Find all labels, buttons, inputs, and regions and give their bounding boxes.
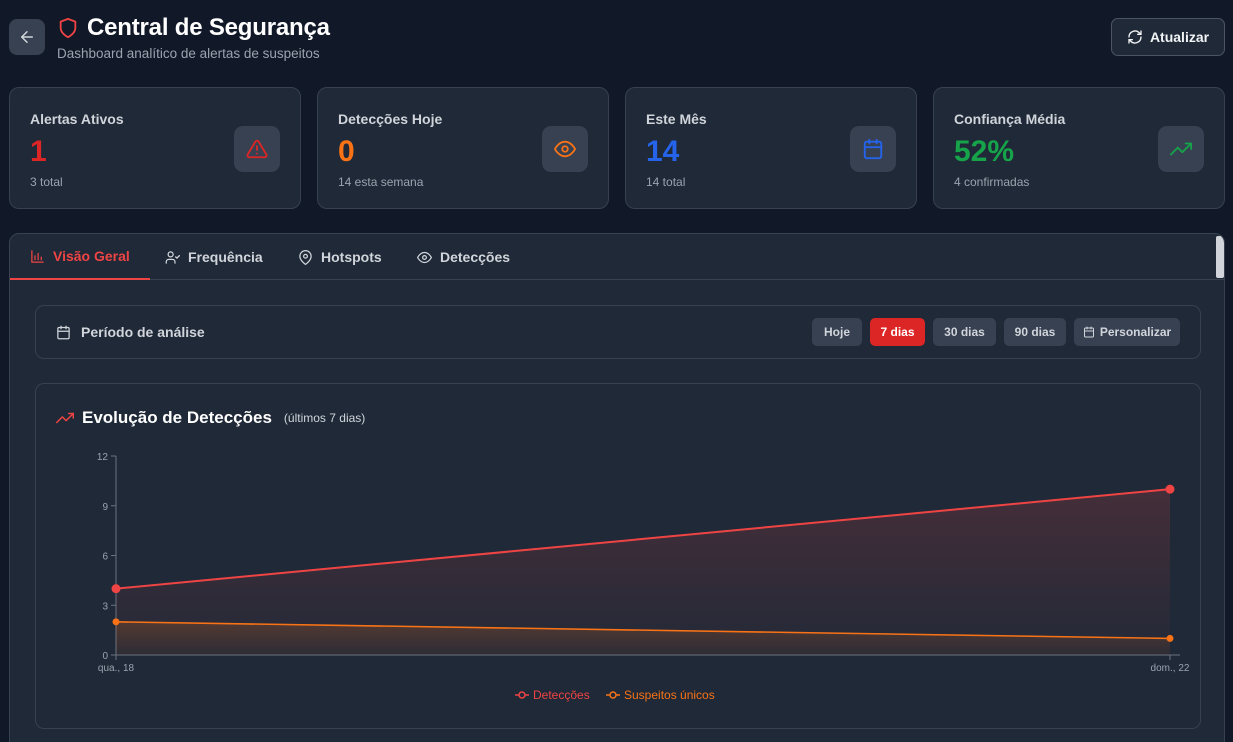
tab-label: Visão Geral — [53, 248, 130, 264]
stat-value: 14 — [646, 135, 680, 168]
series-line — [115, 621, 1171, 640]
detections-chart: 0 3 6 9 12 qua., 18 dom., 22 Detecções Suspeitos… — [97, 452, 1190, 702]
series-area — [116, 489, 1170, 655]
period-option-7-days[interactable]: 7 dias — [870, 318, 925, 346]
eye-icon — [417, 251, 432, 263]
page-header: Central de Segurança Dashboard analítico… — [0, 0, 1233, 76]
legend-marker — [609, 691, 617, 699]
series-line — [115, 488, 1171, 590]
period-label: Período de análise — [81, 324, 205, 340]
stat-icon-box — [542, 126, 588, 172]
map-pin-icon — [299, 249, 312, 265]
stat-card-active-alerts: Alertas Ativos 1 3 total — [9, 87, 301, 209]
period-option-today[interactable]: Hoje — [812, 318, 862, 346]
refresh-icon — [1128, 30, 1142, 44]
period-option-custom[interactable]: Personalizar — [1074, 318, 1180, 346]
legend-label: Detecções — [533, 688, 590, 702]
alert-triangle-icon — [246, 139, 268, 159]
period-option-90-days[interactable]: 90 dias — [1004, 318, 1066, 346]
period-option-label: Personalizar — [1099, 325, 1172, 339]
tab-label: Detecções — [440, 249, 511, 265]
stat-card-this-month: Este Mês 14 14 total — [625, 87, 917, 209]
stat-icon-box — [234, 126, 280, 172]
back-button[interactable] — [9, 19, 45, 55]
tab-bar: Visão Geral Frequência Hotspots Detecçõe… — [10, 234, 1224, 280]
stat-sub: 4 confirmadas — [954, 175, 1030, 189]
eye-icon — [554, 140, 576, 158]
stat-label: Confiança Média — [954, 111, 1066, 127]
page-subtitle: Dashboard analítico de alertas de suspei… — [57, 46, 320, 61]
tab-overview[interactable]: Visão Geral — [10, 234, 150, 280]
legend-marker — [518, 691, 526, 699]
chart-card: Evolução de Detecções (últimos 7 dias) 0… — [35, 383, 1201, 729]
data-point — [111, 584, 121, 594]
data-point — [112, 618, 120, 626]
chart-subtitle: (últimos 7 dias) — [283, 411, 366, 425]
tab-frequency[interactable]: Frequência — [165, 234, 263, 280]
tab-detections[interactable]: Detecções — [417, 234, 510, 280]
period-selector: Período de análise Hoje 7 dias 30 dias 9… — [35, 305, 1201, 359]
stat-value: 1 — [30, 135, 47, 168]
calendar-icon — [863, 138, 883, 160]
stat-icon-box — [850, 126, 896, 172]
stat-label: Este Mês — [646, 111, 707, 127]
y-tick-label: 9 — [102, 502, 108, 513]
stat-value: 0 — [338, 135, 355, 168]
data-point — [1165, 484, 1175, 494]
data-point — [1166, 634, 1174, 642]
refresh-button[interactable]: Atualizar — [1111, 18, 1225, 56]
stat-sub: 14 esta semana — [338, 175, 424, 189]
period-label-group: Período de análise — [56, 306, 205, 358]
shield-icon — [59, 17, 77, 39]
calendar-icon — [1083, 326, 1094, 338]
y-tick-label: 6 — [102, 552, 108, 563]
trending-up-icon — [56, 412, 74, 424]
legend-label: Suspeitos únicos — [624, 688, 715, 702]
scrollbar-thumb[interactable] — [1216, 236, 1224, 278]
stat-label: Alertas Ativos — [30, 111, 124, 127]
y-tick-label: 0 — [102, 651, 108, 662]
y-tick-label: 3 — [102, 601, 108, 612]
stat-card-detections-today: Detecções Hoje 0 14 esta semana — [317, 87, 609, 209]
chart-title: Evolução de Detecções — [82, 408, 272, 427]
stat-sub: 3 total — [30, 175, 63, 189]
tab-label: Frequência — [188, 249, 263, 265]
refresh-label: Atualizar — [1149, 29, 1210, 45]
title-block: Central de Segurança Dashboard analítico… — [57, 14, 330, 61]
main-panel: Visão Geral Frequência Hotspots Detecçõe… — [9, 233, 1225, 742]
chart-header: Evolução de Detecções (últimos 7 dias) — [56, 408, 365, 428]
series-area — [116, 621, 1170, 655]
tab-hotspots[interactable]: Hotspots — [298, 234, 382, 280]
user-check-icon — [165, 250, 180, 264]
page-title: Central de Segurança — [87, 14, 330, 41]
stat-sub: 14 total — [646, 175, 686, 189]
stat-card-avg-confidence: Confiança Média 52% 4 confirmadas — [933, 87, 1225, 209]
period-option-30-days[interactable]: 30 dias — [933, 318, 996, 346]
x-tick-label: qua., 18 — [98, 663, 135, 674]
tab-label: Hotspots — [321, 249, 382, 265]
stat-label: Detecções Hoje — [338, 111, 443, 127]
stat-icon-box — [1158, 126, 1204, 172]
stat-value: 52% — [954, 135, 1015, 168]
calendar-icon — [57, 325, 70, 339]
x-tick-label: dom., 22 — [1151, 663, 1190, 674]
trending-up-icon — [1170, 142, 1192, 156]
bar-chart-icon — [31, 249, 44, 263]
arrow-left-icon — [21, 31, 33, 43]
y-tick-label: 12 — [97, 452, 109, 463]
